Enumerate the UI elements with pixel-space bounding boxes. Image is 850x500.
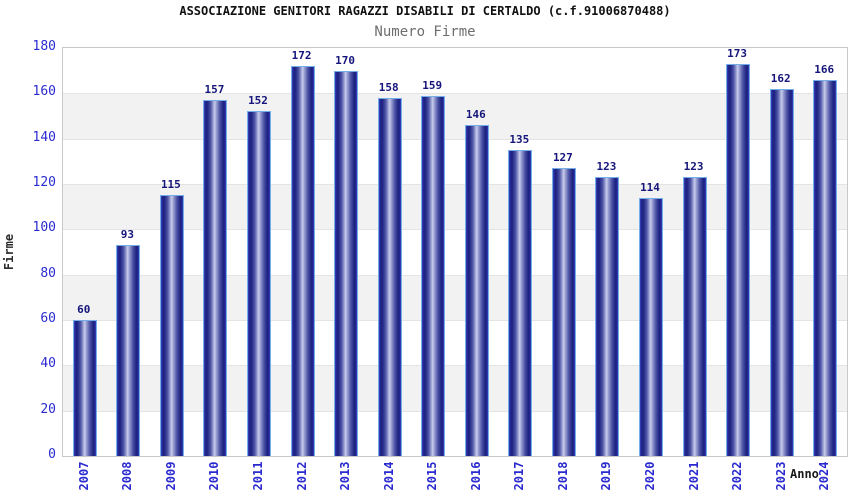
bar-2015 bbox=[421, 96, 446, 456]
x-tick-label: 2020 bbox=[643, 461, 657, 491]
y-tick-label: 40 bbox=[40, 356, 56, 372]
grid-band bbox=[63, 93, 847, 139]
bar-2023 bbox=[769, 89, 794, 456]
grid-band bbox=[63, 229, 847, 275]
bar-value-label: 152 bbox=[248, 94, 268, 107]
bar-value-label: 159 bbox=[422, 79, 443, 92]
bar-value-label: 123 bbox=[596, 160, 617, 173]
bar-value-label: 166 bbox=[814, 63, 835, 76]
bar-2007 bbox=[72, 320, 97, 456]
x-tick-label: 2007 bbox=[76, 461, 91, 491]
bar-value-label: 173 bbox=[727, 47, 748, 60]
bar-value-label: 172 bbox=[291, 49, 312, 62]
bar-value-label: 115 bbox=[160, 178, 181, 191]
x-tick-label: 2024 bbox=[817, 461, 832, 491]
bar-value-label: 114 bbox=[640, 181, 660, 194]
grid-band bbox=[63, 274, 847, 320]
x-tick-label: 2022 bbox=[730, 461, 745, 491]
bar-value-label: 146 bbox=[465, 108, 486, 121]
bar-value-label: 60 bbox=[77, 303, 91, 316]
y-tick-label: 180 bbox=[32, 39, 56, 54]
x-tick-label: 2016 bbox=[468, 461, 483, 491]
bar-2009 bbox=[159, 195, 184, 456]
x-tick-label: 2012 bbox=[294, 461, 309, 491]
bar-value-label: 162 bbox=[770, 72, 791, 85]
bar-value-label: 127 bbox=[552, 151, 573, 164]
bar-2017 bbox=[508, 150, 533, 456]
bar-value-label: 123 bbox=[683, 160, 704, 173]
y-tick-label: 0 bbox=[48, 447, 56, 462]
chart-title: ASSOCIAZIONE GENITORI RAGAZZI DISABILI D… bbox=[179, 4, 671, 18]
grid-band bbox=[63, 48, 847, 94]
x-tick-label: 2011 bbox=[251, 461, 265, 491]
grid-band bbox=[63, 184, 847, 230]
grid-band bbox=[63, 320, 847, 366]
y-tick-label: 100 bbox=[32, 220, 56, 236]
x-tick-label: 2009 bbox=[163, 461, 178, 491]
x-tick-label: 2013 bbox=[338, 461, 353, 491]
y-axis-title: Firme bbox=[2, 233, 16, 271]
x-tick-label: 2018 bbox=[555, 461, 570, 491]
bar-2014 bbox=[377, 98, 402, 456]
bar-2018 bbox=[551, 168, 576, 456]
grid-band bbox=[63, 410, 847, 456]
x-tick-label: 2019 bbox=[599, 461, 614, 491]
x-tick-label: 2023 bbox=[773, 461, 788, 491]
x-axis-title: Anno bbox=[790, 467, 819, 481]
x-tick-label: 2010 bbox=[207, 461, 222, 491]
bar-2012 bbox=[290, 66, 315, 456]
grid-band bbox=[63, 138, 847, 184]
x-tick-label: 2014 bbox=[381, 461, 396, 491]
bar-2013 bbox=[334, 71, 359, 456]
bar-2011 bbox=[247, 111, 271, 456]
x-tick-label: 2008 bbox=[120, 461, 135, 491]
bar-2010 bbox=[203, 100, 228, 456]
y-tick-label: 140 bbox=[32, 129, 56, 145]
x-tick-label: 2017 bbox=[512, 461, 527, 491]
bar-2021 bbox=[682, 177, 707, 456]
bar-value-label: 135 bbox=[509, 133, 530, 146]
y-tick-label: 120 bbox=[32, 175, 56, 190]
x-tick-label: 2015 bbox=[425, 461, 440, 491]
bar-value-label: 93 bbox=[120, 228, 134, 241]
bar-2016 bbox=[464, 125, 489, 456]
y-tick-label: 80 bbox=[40, 265, 56, 281]
chart-subtitle: Numero Firme bbox=[374, 24, 476, 40]
y-tick-label: 20 bbox=[40, 401, 56, 417]
bar-2024 bbox=[813, 80, 838, 456]
bar-2020 bbox=[639, 198, 663, 456]
y-tick-label: 60 bbox=[40, 311, 56, 326]
x-tick-label: 2021 bbox=[686, 461, 701, 491]
bar-value-label: 170 bbox=[335, 54, 356, 67]
plot-area bbox=[62, 47, 848, 457]
bar-2019 bbox=[595, 177, 620, 456]
grid-band bbox=[63, 365, 847, 411]
y-tick-label: 160 bbox=[32, 84, 56, 100]
bar-value-label: 158 bbox=[378, 81, 399, 94]
bar-2008 bbox=[116, 245, 141, 456]
bar-value-label: 157 bbox=[204, 83, 225, 96]
bar-2022 bbox=[726, 64, 751, 456]
